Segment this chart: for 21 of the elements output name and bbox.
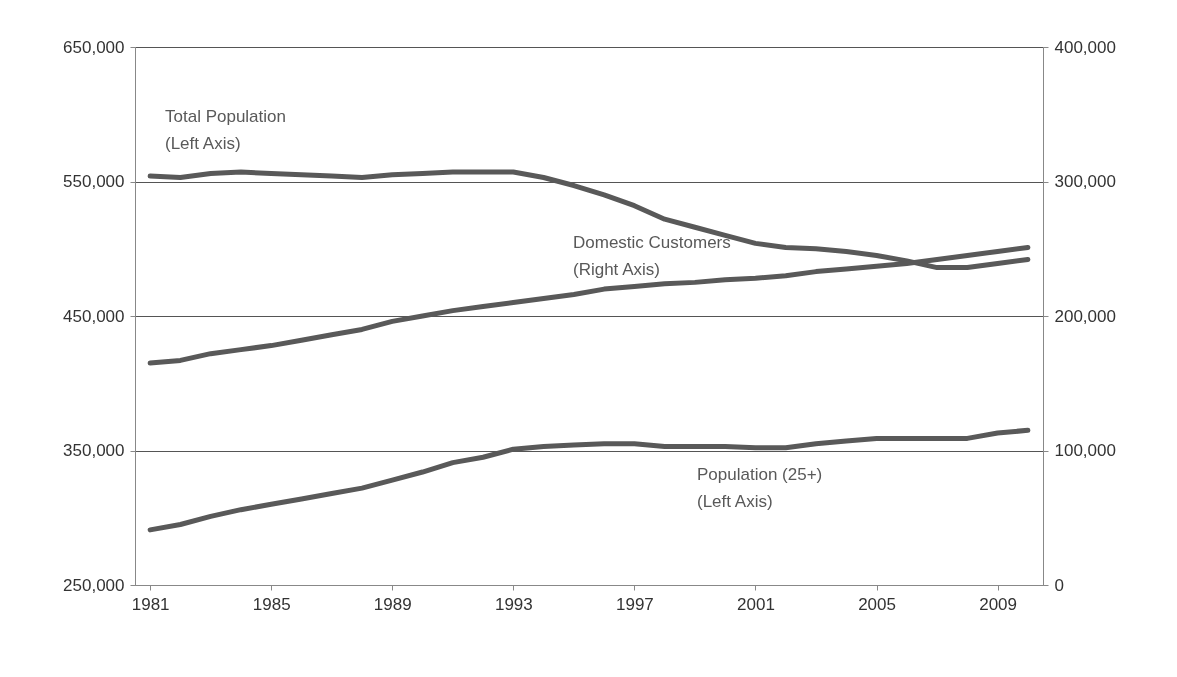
series-label: Total Population (Left Axis) [165,107,286,153]
x-tick-label: 2009 [979,594,1018,614]
x-tick-label: 2005 [858,594,896,614]
y2-tick-label: 0 [1054,575,1064,595]
y2-tick-label: 400,000 [1054,37,1116,57]
x-tick-label: 2001 [737,594,775,614]
y-tick-label: 550,000 [63,172,125,191]
x-tick-label: 1981 [131,594,170,614]
series-label: Domestic Customers (Right Axis) [573,233,731,279]
y2-tick-label: 100,000 [1054,441,1116,460]
x-tick-label: 1997 [615,594,654,614]
series-label: Population (25+) (Left Axis) [697,465,823,511]
y-tick-label: 450,000 [63,306,125,326]
y-tick-label: 250,000 [63,575,125,595]
x-tick-label: 1985 [252,594,291,614]
y2-tick-label: 300,000 [1054,172,1116,191]
y2-tick-label: 200,000 [1054,306,1116,326]
y-tick-label: 350,000 [63,441,125,460]
x-tick-label: 1989 [373,594,412,614]
y-tick-label: 650,000 [63,37,125,57]
x-tick-label: 1993 [494,594,533,614]
